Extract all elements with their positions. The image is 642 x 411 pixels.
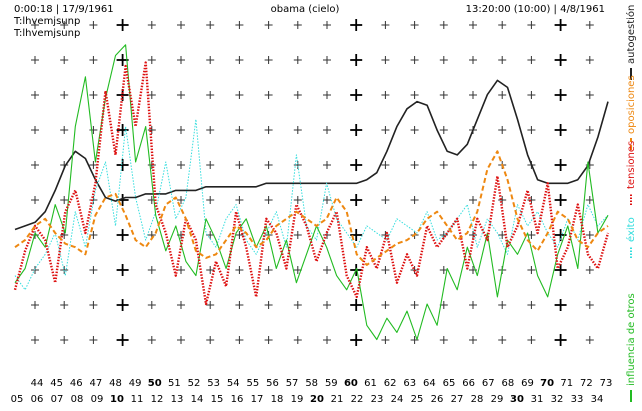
x-tick-label: 57 [286,378,299,389]
legend-label: éxito [625,217,637,242]
x-tick-label-secondary: 20 [310,394,324,405]
x-tick-label-secondary: 19 [291,394,304,405]
x-tick-label: 61 [364,378,377,389]
legend-label: autogestión [625,5,637,64]
x-tick-label: 69 [521,378,534,389]
series-line [14,150,609,266]
x-tick-label: 47 [89,378,102,389]
x-tick-label-secondary: 07 [51,394,64,405]
x-tick-label: 65 [443,378,456,389]
x-tick-label: 58 [305,378,318,389]
x-tick-label-secondary: 24 [391,394,404,405]
x-tick-label-secondary: 32 [551,394,564,405]
x-tick-label: 68 [502,378,515,389]
x-tick-label: 63 [403,378,416,389]
x-tick-label-secondary: 11 [131,394,144,405]
x-tick-label: 50 [148,378,162,389]
x-tick-label: 51 [168,378,181,389]
x-tick-label-secondary: 14 [191,394,204,405]
chart-title: obama (cielo) [271,4,340,15]
x-tick-label-secondary: 29 [491,394,504,405]
legend-label: tensiones [626,141,637,189]
series-line [14,79,609,231]
x-tick-label: 59 [325,378,338,389]
x-tick-label: 73 [600,378,613,389]
x-tick-label-secondary: 15 [211,394,224,405]
x-tick-label: 60 [344,378,358,389]
x-tick-label-secondary: 12 [151,394,164,405]
x-tick-label-secondary: 17 [251,394,264,405]
x-tick-label-secondary: 28 [471,394,484,405]
x-tick-label: 54 [227,378,240,389]
time-right: 13:20:00 (10:00) | 4/8/1961 [466,4,605,15]
subtitle: T:lhvemjsunp [13,28,80,39]
x-tick-label-secondary: 23 [371,394,384,405]
x-tick-label-secondary: 16 [231,394,244,405]
x-tick-label: 46 [70,378,83,389]
x-tick-label: 49 [129,378,142,389]
x-tick-label: 64 [423,378,436,389]
subtitle: T:lhvemjsunp [13,16,80,27]
time-left: 0:00:18 | 17/9/1961 [14,4,114,15]
x-tick-label: 66 [462,378,475,389]
x-tick-label-secondary: 08 [71,394,84,405]
x-tick-label: 52 [188,378,201,389]
x-tick-label: 48 [109,378,122,389]
x-tick-label-secondary: 10 [110,394,124,405]
x-tick-label-secondary: 26 [431,394,444,405]
x-tick-label-secondary: 06 [31,394,44,405]
x-tick-label: 55 [246,378,259,389]
x-tick-label: 67 [482,378,495,389]
x-tick-label-secondary: 09 [91,394,104,405]
x-tick-label: 56 [266,378,279,389]
x-tick-label-secondary: 25 [411,394,424,405]
x-tick-label-secondary: 18 [271,394,284,405]
x-tick-label: 70 [540,378,554,389]
x-tick-label-secondary: 34 [591,394,604,405]
x-tick-label-secondary: 21 [331,394,344,405]
x-tick-label: 44 [31,378,44,389]
legend-label: influencia de otros [626,293,637,386]
x-tick-label: 53 [207,378,220,389]
legend-label: oposiciones [626,75,637,134]
x-tick-label-secondary: 30 [510,394,524,405]
x-tick-label-secondary: 13 [171,394,184,405]
x-tick-label: 45 [50,378,63,389]
x-tick-label-secondary: 05 [11,394,24,405]
x-tick-label: 71 [560,378,573,389]
x-tick-label: 62 [384,378,397,389]
x-tick-label-secondary: 22 [351,394,364,405]
series-line [14,118,609,291]
x-tick-label-secondary: 31 [531,394,544,405]
x-tick-label-secondary: 27 [451,394,464,405]
x-tick-label-secondary: 33 [571,394,584,405]
x-tick-label: 72 [580,378,593,389]
series-line [14,44,609,341]
